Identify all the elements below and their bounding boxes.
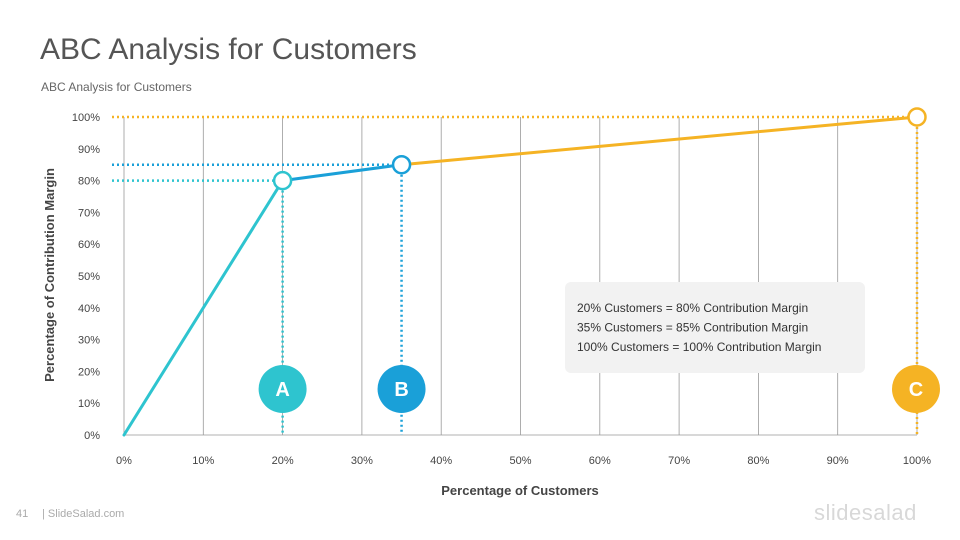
x-axis-title: Percentage of Customers: [441, 483, 599, 498]
x-tick-label: 50%: [509, 455, 531, 467]
point-marker-label: A: [275, 379, 289, 401]
x-tick-label: 0%: [116, 455, 132, 467]
x-tick-label: 100%: [903, 455, 931, 467]
point-marker-label: C: [909, 379, 923, 401]
x-tick-label: 10%: [192, 455, 214, 467]
guide-layer: [112, 115, 919, 435]
slidesalad-logo: slidesalad: [814, 500, 917, 525]
series-segment: [400, 115, 919, 167]
y-tick-label: 100%: [72, 112, 100, 124]
point-marker-badge: [377, 365, 426, 413]
annotation-box: [565, 282, 865, 373]
footer-site: | SlideSalad.com: [42, 508, 125, 520]
y-tick-label: 50%: [78, 271, 100, 283]
slide-title: ABC Analysis for Customers: [40, 33, 417, 66]
point-layer: [272, 107, 927, 191]
data-point: [272, 170, 293, 191]
x-tick-label: 70%: [668, 455, 690, 467]
point-marker-badge: [892, 365, 940, 413]
data-point: [907, 107, 927, 127]
y-axis-title: Percentage of Contribution Margin: [42, 168, 57, 382]
page-number: 41: [16, 508, 29, 520]
point-marker-label: B: [394, 379, 408, 401]
series-segment: [281, 163, 404, 183]
y-tick-label: 40%: [78, 303, 100, 315]
slide-subtitle: ABC Analysis for Customers: [41, 80, 192, 94]
line-layer: [122, 115, 919, 437]
data-point: [391, 154, 412, 175]
tick-layer: 0% 10% 20% 30% 40% 50% 60% 70% 80% 90% 100% 0% 10% 20…: [72, 112, 931, 467]
y-tick-label: 30%: [78, 335, 100, 347]
note-layer: 20% Customers = 80% Contribution Margin 3…: [565, 282, 865, 373]
annotation-line: 35% Customers = 85% Contribution Margin: [577, 321, 808, 335]
annotation-line: 20% Customers = 80% Contribution Margin: [577, 301, 808, 315]
marker-layer: A B C: [258, 365, 940, 413]
y-tick-label: 60%: [78, 239, 100, 251]
y-tick-label: 80%: [78, 176, 100, 188]
series-segment: [122, 179, 285, 437]
point-marker-badge: [258, 365, 307, 413]
y-tick-label: 70%: [78, 207, 100, 219]
x-tick-label: 20%: [272, 455, 294, 467]
grid-layer: [123, 117, 918, 436]
x-tick-label: 80%: [747, 455, 769, 467]
x-tick-label: 40%: [430, 455, 452, 467]
y-tick-label: 0%: [84, 430, 100, 442]
x-tick-label: 30%: [351, 455, 373, 467]
x-tick-label: 90%: [827, 455, 849, 467]
y-tick-label: 90%: [78, 144, 100, 156]
annotation-line: 100% Customers = 100% Contribution Margi…: [577, 340, 821, 354]
y-tick-label: 20%: [78, 366, 100, 378]
x-tick-label: 60%: [589, 455, 611, 467]
y-tick-label: 10%: [78, 398, 100, 410]
